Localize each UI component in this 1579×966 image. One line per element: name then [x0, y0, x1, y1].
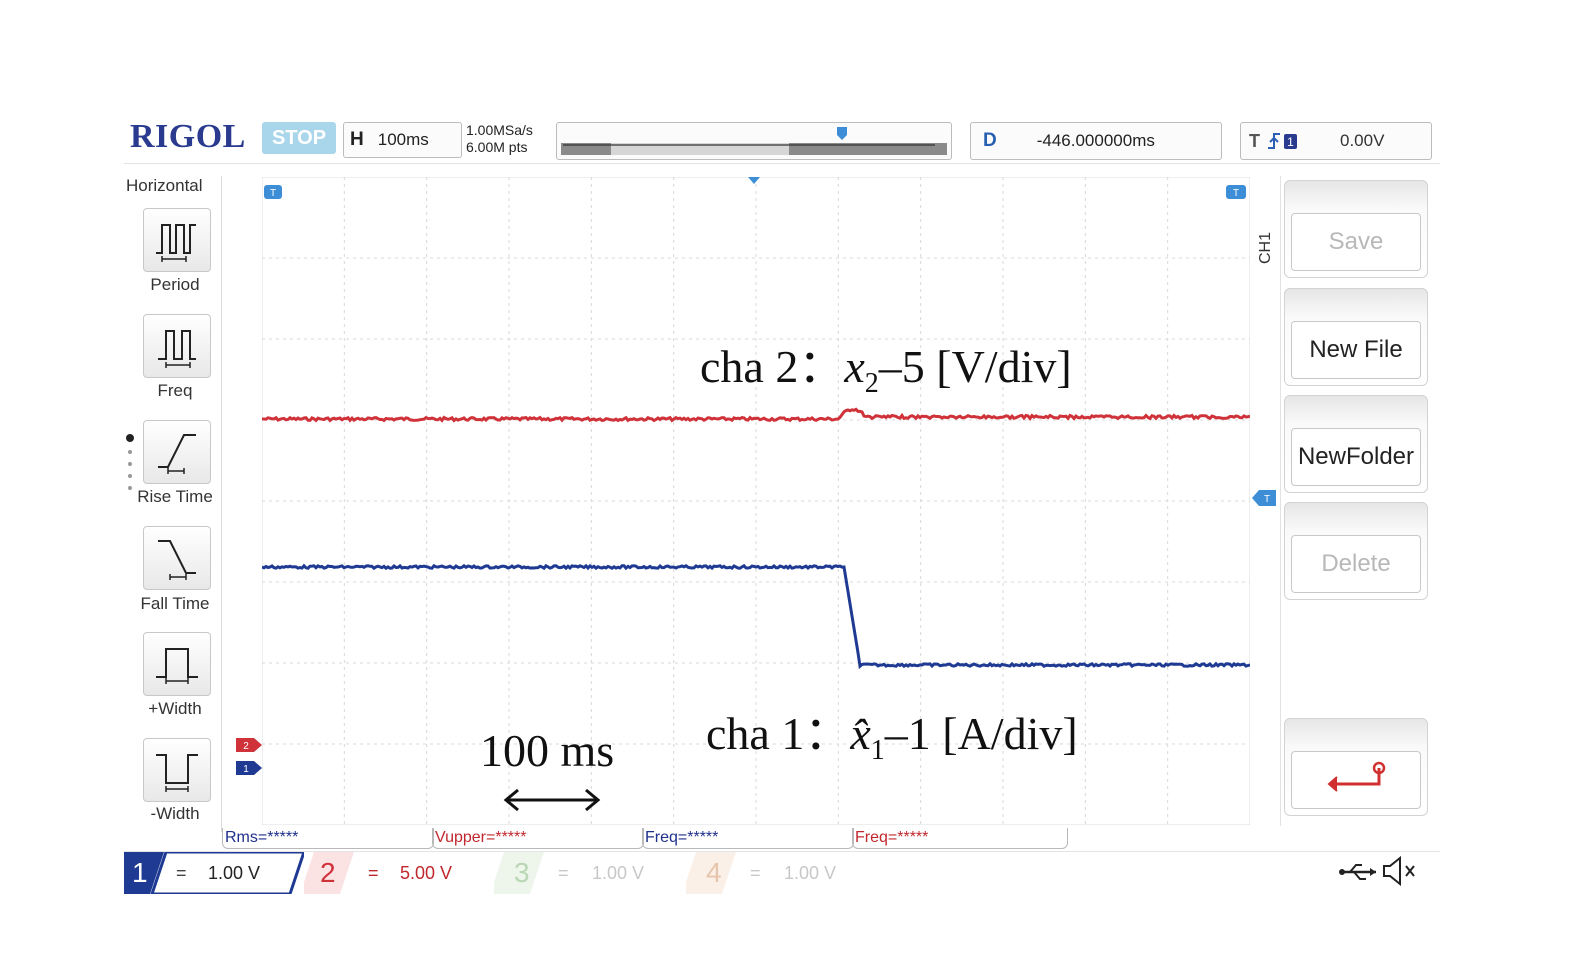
status-divider: [124, 851, 1440, 852]
usb-icon: [1339, 864, 1376, 880]
ch2-trace: [262, 407, 1250, 423]
brand-logo: RIGOL: [130, 118, 246, 155]
return-button[interactable]: [1284, 718, 1428, 816]
freq-label: Freq: [157, 381, 193, 400]
rise-time-icon: [158, 434, 196, 474]
horizontal-label: H: [350, 129, 364, 150]
cursor-left-marker-icon: T: [264, 185, 282, 199]
new-folder-button[interactable]: NewFolder: [1284, 395, 1428, 493]
positive-width-button[interactable]: [143, 632, 211, 696]
positive-width-icon: [156, 648, 198, 684]
ch1-status[interactable]: 1 = 1.00 V: [124, 852, 304, 894]
svg-text:2: 2: [243, 741, 249, 752]
negative-width-label: -Width: [150, 804, 200, 823]
ch3-coupling: =: [558, 862, 569, 883]
memory-overview-bar[interactable]: [556, 122, 952, 160]
period-icon: [156, 224, 196, 262]
timebase-value: 100ms: [377, 130, 429, 149]
ch2-annotation: cha 2：x2–5 [V/div]: [700, 341, 1072, 400]
fall-time-label: Fall Time: [140, 594, 210, 613]
ch4-status[interactable]: 4 = 1.00 V: [686, 852, 876, 894]
save-label: Save: [1291, 213, 1421, 271]
cursor-right-marker-icon: T: [1226, 185, 1246, 199]
ch4-number: 4: [706, 857, 722, 888]
measurement-freq-ch2[interactable]: Freq=*****: [852, 828, 1068, 849]
menu-page-indicator-icon: [126, 434, 134, 490]
ch3-status[interactable]: 3 = 1.00 V: [494, 852, 684, 894]
channel-offset-markers: 2 1: [236, 738, 262, 775]
positive-width-label: +Width: [148, 699, 202, 718]
graticule: [262, 177, 1250, 825]
memory-depth: 6.00M pts: [466, 139, 528, 155]
delay-label: D: [983, 130, 997, 151]
ch1-offset-marker-icon: 1: [236, 761, 262, 775]
trigger-level: 0.00V: [1340, 131, 1385, 150]
trigger-label: T: [1249, 130, 1260, 151]
timescale-annotation: 100 ms: [480, 725, 615, 776]
acquisition-info: 1.00MSa/s 6.00M pts: [466, 122, 552, 158]
horizontal-trigger-position-icon: [748, 177, 760, 184]
freq-button[interactable]: [143, 314, 211, 378]
svg-text:T: T: [270, 188, 276, 199]
freq-icon: [158, 330, 196, 368]
delete-button[interactable]: Delete: [1284, 502, 1428, 600]
delete-label: Delete: [1291, 535, 1421, 593]
svg-text:1: 1: [1287, 135, 1294, 149]
trigger-level-marker-icon: T: [1252, 490, 1276, 506]
waveform-display[interactable]: T T: [262, 177, 1250, 825]
ch1-tab-label: CH1: [1257, 231, 1274, 264]
rise-time-button[interactable]: [143, 420, 211, 484]
trigger-position-marker-icon: [837, 127, 847, 140]
ch3-number: 3: [514, 857, 530, 888]
memory-overview-waveform: [561, 127, 947, 155]
period-label: Period: [150, 275, 200, 294]
header-divider: [124, 163, 1440, 164]
ch4-scale: 1.00 V: [784, 862, 837, 883]
ch2-scale: 5.00 V: [400, 862, 453, 883]
svg-text:T: T: [1233, 188, 1239, 199]
negative-width-button[interactable]: [143, 738, 211, 802]
save-button[interactable]: Save: [1284, 180, 1428, 278]
run-stop-status[interactable]: STOP: [262, 122, 336, 154]
sample-rate: 1.00MSa/s: [466, 122, 533, 138]
timescale-double-arrow-icon: [503, 788, 601, 812]
measurement-rms[interactable]: Rms=*****: [222, 828, 434, 849]
fall-time-icon: [158, 540, 196, 580]
ch1-trace: [262, 563, 1250, 670]
ch3-scale: 1.00 V: [592, 862, 645, 883]
negative-width-icon: [156, 754, 198, 792]
new-folder-label: NewFolder: [1291, 428, 1421, 486]
return-button-face: [1291, 751, 1421, 809]
delay-value: -446.000000ms: [1036, 131, 1155, 150]
fall-time-button[interactable]: [143, 526, 211, 590]
delay-box[interactable]: D -446.000000ms: [970, 122, 1222, 160]
timebase-box[interactable]: H 100ms: [343, 122, 462, 158]
rising-edge-icon: 1: [1268, 133, 1297, 149]
menu-title: Horizontal: [126, 176, 203, 195]
trigger-box[interactable]: T 1 0.00V: [1240, 122, 1432, 160]
ch2-number: 2: [320, 857, 336, 888]
new-file-label: New File: [1291, 321, 1421, 379]
right-panel-divider: [1280, 176, 1281, 826]
ch1-scale: 1.00 V: [208, 862, 261, 883]
speaker-muted-icon: [1383, 856, 1415, 886]
measurement-freq-ch1[interactable]: Freq=*****: [642, 828, 854, 849]
ch1-annotation: cha 1：x̂1–1 [A/div]: [706, 708, 1078, 767]
ch1-coupling: =: [176, 862, 187, 883]
left-panel-divider: [221, 176, 222, 832]
svg-text:1: 1: [243, 764, 249, 775]
ch1-number: 1: [132, 857, 148, 888]
ch2-offset-marker-icon: 2: [236, 738, 262, 752]
rise-time-label: Rise Time: [137, 487, 213, 506]
period-button[interactable]: [143, 208, 211, 272]
ch2-coupling: =: [368, 862, 379, 883]
return-arrow-icon: [1327, 761, 1386, 792]
measurement-vupper[interactable]: Vupper=*****: [432, 828, 644, 849]
svg-text:T: T: [1264, 494, 1270, 505]
ch4-coupling: =: [750, 862, 761, 883]
ch2-status[interactable]: 2 = 5.00 V: [304, 852, 494, 894]
new-file-button[interactable]: New File: [1284, 288, 1428, 386]
